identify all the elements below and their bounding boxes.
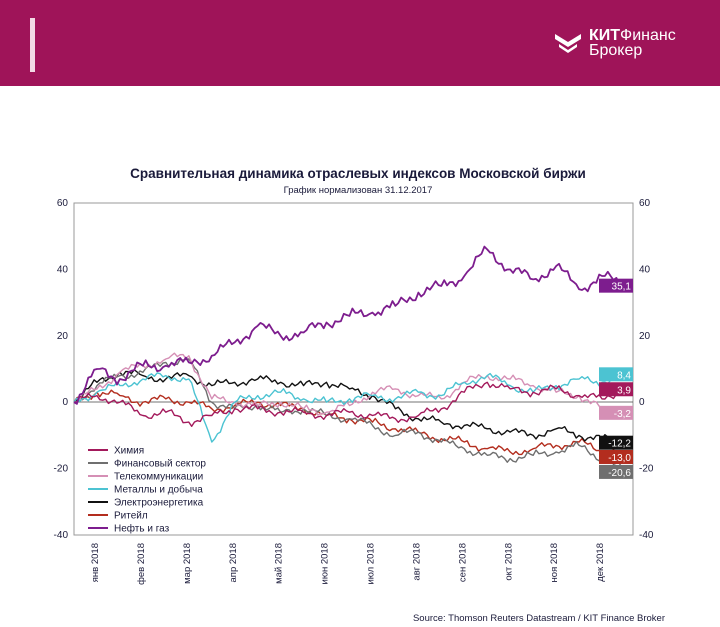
y-tick-label-left: -40 (54, 530, 69, 541)
y-tick-label-left: -20 (54, 464, 69, 475)
x-tick-label: окт 2018 (503, 543, 514, 581)
y-tick-label-right: 60 (639, 198, 651, 209)
end-value-label: 8,4 (617, 370, 631, 381)
end-value-tag (599, 405, 633, 420)
header-accent-bar (30, 18, 35, 72)
legend-label: Нефть и газ (114, 523, 170, 535)
x-tick-label: дек 2018 (595, 543, 606, 582)
end-value-tag (599, 382, 633, 397)
source-note: Source: Thomson Reuters Datastream / KIT… (412, 613, 665, 624)
series-line (73, 245, 626, 405)
legend-label: Ритейл (114, 511, 148, 522)
legend-label: Телекоммуникации (114, 472, 203, 483)
end-value-tag (599, 435, 633, 450)
end-value-tag (599, 278, 633, 293)
x-tick-label: апр 2018 (228, 543, 239, 582)
chart-subtitle: График нормализован 31.12.2017 (284, 185, 433, 196)
series-line (73, 369, 626, 446)
legend-label: Финансовый сектор (114, 459, 206, 470)
x-tick-label: авг 2018 (411, 543, 422, 581)
x-tick-label: мар 2018 (182, 543, 193, 584)
y-tick-label-left: 0 (62, 397, 68, 408)
chart-title: Сравнительная динамика отраслевых индекс… (130, 166, 586, 181)
chart-legend: Химия Финансовый сектор ТелекоммуникацииМе… (88, 446, 206, 535)
end-value-tag (599, 367, 633, 382)
y-tick-label-right: 20 (639, 331, 651, 342)
x-tick-label: янв 2018 (90, 543, 101, 582)
end-value-label: -12,2 (608, 439, 631, 450)
end-value-label: 3,9 (617, 385, 631, 396)
brand-subtitle: Брокер (589, 42, 643, 59)
legend-label: Металлы и добыча (114, 484, 203, 496)
y-tick-label-left: 20 (57, 331, 69, 342)
y-tick-label-left: 60 (57, 198, 69, 209)
end-value-label: -3,2 (614, 409, 632, 420)
series-line (73, 381, 626, 427)
x-tick-label: фев 2018 (136, 543, 147, 585)
brand-name: КИТФинанс (589, 27, 676, 44)
end-value-label: -13,0 (608, 453, 631, 464)
header-banner: КИТФинанс Брокер (0, 0, 720, 86)
y-tick-label-right: -40 (639, 530, 654, 541)
y-tick-label-right: 40 (639, 264, 651, 275)
x-tick-label: ноя 2018 (549, 543, 560, 582)
end-value-tag (599, 464, 633, 479)
y-tick-label-left: 40 (57, 264, 69, 275)
x-tick-label: май 2018 (274, 543, 285, 584)
x-tick-label: июл 2018 (366, 543, 377, 585)
brand-logo[interactable]: КИТФинанс Брокер (553, 28, 693, 62)
brand-chevron-icon (555, 34, 581, 53)
end-value-tag (599, 449, 633, 464)
y-tick-label-right: 0 (639, 397, 645, 408)
end-value-label: 35,1 (612, 282, 632, 293)
series-line (73, 358, 626, 472)
legend-label: Электроэнергетика (114, 498, 204, 509)
x-tick-label: июн 2018 (320, 543, 331, 584)
end-value-label: -20,6 (608, 468, 631, 479)
series-line (73, 352, 626, 417)
y-tick-label-right: -20 (639, 464, 654, 475)
x-tick-label: сен 2018 (457, 543, 468, 582)
legend-label: Химия (114, 446, 144, 457)
